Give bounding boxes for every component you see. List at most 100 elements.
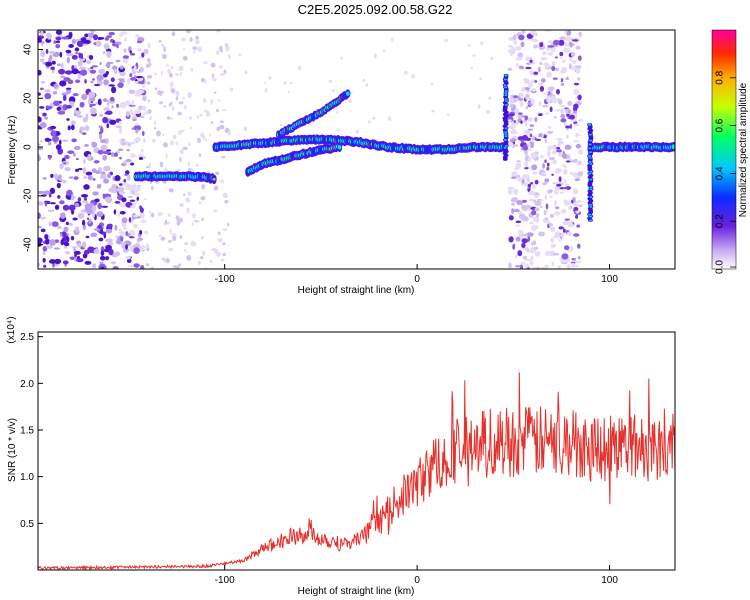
noise-blob bbox=[362, 78, 366, 83]
noise-blob bbox=[549, 213, 555, 218]
noise-blob bbox=[526, 232, 534, 237]
noise-blob bbox=[562, 188, 565, 192]
noise-blob bbox=[507, 98, 514, 104]
noise-blob bbox=[532, 59, 535, 65]
noise-blob bbox=[103, 178, 110, 184]
noise-blob bbox=[181, 202, 184, 207]
noise-blob bbox=[124, 187, 132, 190]
noise-blob bbox=[71, 246, 78, 249]
noise-blob bbox=[540, 155, 544, 159]
noise-blob bbox=[514, 224, 521, 227]
noise-blob bbox=[44, 200, 51, 203]
noise-blob bbox=[539, 41, 544, 48]
colorbar: 0.0 0.2 0.4 0.6 0.8 Normalized spectral ampl… bbox=[711, 29, 749, 274]
noise-blob bbox=[169, 81, 174, 87]
noise-blob bbox=[533, 199, 537, 203]
noise-blob bbox=[223, 69, 227, 74]
noise-blob bbox=[222, 228, 228, 232]
bottom-x-tick-label: 0 bbox=[414, 575, 420, 586]
noise-blob bbox=[532, 38, 539, 43]
noise-blob bbox=[264, 87, 268, 93]
spectrogram-frame bbox=[37, 29, 676, 270]
noise-blob bbox=[184, 242, 188, 245]
trace-core bbox=[345, 91, 350, 96]
noise-blob bbox=[545, 203, 549, 210]
noise-blob bbox=[38, 147, 44, 150]
noise-blob bbox=[175, 90, 180, 97]
noise-blob bbox=[112, 40, 116, 44]
noise-blob bbox=[575, 65, 582, 69]
noise-blob bbox=[566, 231, 573, 237]
noise-blob bbox=[84, 79, 87, 84]
noise-blob bbox=[552, 181, 559, 185]
noise-blob bbox=[557, 140, 564, 145]
noise-blob bbox=[529, 248, 536, 254]
noise-blob bbox=[287, 91, 290, 94]
noise-blob bbox=[81, 241, 87, 248]
noise-blob bbox=[572, 201, 579, 207]
colorbar-gradient bbox=[711, 29, 737, 270]
noise-blob bbox=[44, 116, 49, 120]
noise-blob bbox=[125, 111, 130, 117]
noise-blob bbox=[114, 41, 122, 46]
noise-blob bbox=[216, 50, 220, 56]
noise-blob bbox=[50, 66, 55, 71]
noise-blob bbox=[524, 120, 528, 127]
noise-blob bbox=[516, 32, 521, 36]
noise-blob bbox=[511, 45, 514, 52]
noise-blob bbox=[150, 212, 155, 218]
noise-blob bbox=[102, 154, 108, 161]
noise-blob bbox=[556, 137, 563, 141]
noise-blob bbox=[106, 223, 113, 229]
noise-blob bbox=[103, 43, 110, 50]
noise-blob bbox=[520, 261, 525, 266]
noise-blob bbox=[105, 228, 113, 234]
noise-blob bbox=[48, 239, 56, 246]
noise-blob bbox=[99, 113, 104, 117]
noise-blob bbox=[576, 224, 581, 228]
noise-blob bbox=[575, 143, 582, 149]
noise-blob bbox=[222, 242, 226, 245]
noise-blob bbox=[99, 133, 102, 140]
noise-blob bbox=[83, 176, 88, 179]
bottom-x-axis: -100 0 100 bbox=[215, 565, 618, 586]
noise-blob bbox=[528, 198, 534, 202]
noise-blob bbox=[108, 84, 115, 87]
noise-blob bbox=[59, 178, 64, 181]
noise-blob bbox=[538, 101, 542, 107]
noise-blob bbox=[168, 247, 173, 252]
noise-blob bbox=[64, 166, 71, 172]
bottom-y-tick-label: 2.5 bbox=[20, 332, 34, 343]
noise-blob bbox=[65, 52, 74, 57]
noise-blob bbox=[517, 176, 523, 182]
noise-blob bbox=[546, 47, 550, 52]
noise-blob bbox=[551, 60, 556, 67]
noise-blob bbox=[533, 225, 539, 230]
noise-blob bbox=[539, 61, 543, 66]
noise-blob bbox=[71, 65, 75, 71]
noise-blob bbox=[62, 204, 70, 211]
noise-blob bbox=[515, 220, 522, 224]
noise-blob bbox=[565, 77, 570, 80]
noise-blob bbox=[203, 61, 208, 65]
noise-blob bbox=[192, 241, 197, 246]
noise-blob bbox=[560, 236, 563, 240]
noise-blob bbox=[513, 104, 516, 110]
noise-blob bbox=[574, 207, 579, 211]
noise-blob bbox=[99, 261, 104, 265]
noise-blob bbox=[44, 92, 52, 100]
noise-blob bbox=[529, 124, 535, 128]
noise-blob bbox=[154, 87, 158, 91]
noise-blob bbox=[544, 178, 550, 183]
noise-blob bbox=[56, 182, 61, 189]
noise-blob bbox=[89, 69, 97, 74]
trace-layer bbox=[133, 73, 675, 222]
noise-blob bbox=[96, 74, 104, 81]
noise-blob bbox=[133, 263, 140, 268]
noise-blob bbox=[575, 67, 581, 74]
noise-blob bbox=[227, 130, 231, 136]
noise-blob bbox=[74, 168, 80, 172]
noise-blob bbox=[509, 138, 517, 142]
noise-blob bbox=[141, 52, 145, 58]
noise-blob bbox=[137, 81, 145, 85]
